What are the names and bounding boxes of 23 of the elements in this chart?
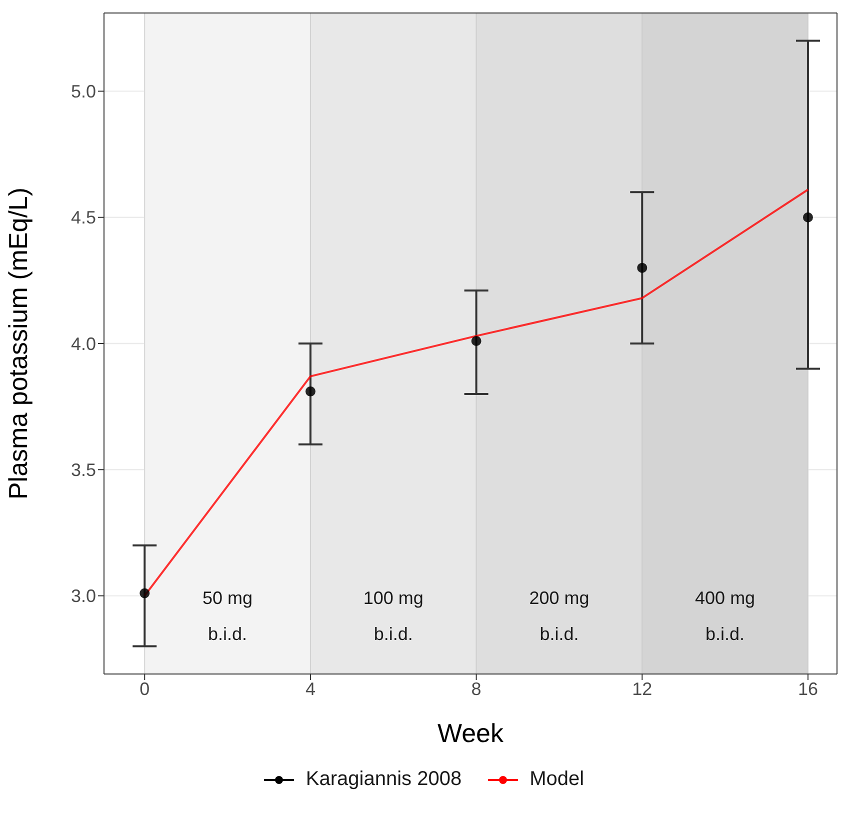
- band-label: 400 mg b.i.d.: [695, 588, 756, 644]
- x-tick-label: 0: [140, 678, 150, 699]
- legend-label: Model: [530, 768, 584, 791]
- band-label: 100 mg b.i.d.: [363, 588, 424, 644]
- point: [471, 336, 482, 346]
- y-tick-label: 4.5: [70, 208, 96, 228]
- x-tick-label: 8: [471, 678, 482, 699]
- legend-label: Karagiannis 2008: [306, 768, 462, 791]
- x-tick-label: 16: [798, 678, 818, 699]
- y-axis-title: Plasma potassium (mEq/L): [3, 187, 34, 500]
- y-tick-label: 5.0: [70, 82, 96, 102]
- point: [305, 386, 316, 396]
- x-tick-label: 4: [305, 678, 316, 699]
- x-tick-label: 12: [632, 678, 652, 699]
- band-label: 200 mg b.i.d.: [529, 588, 590, 644]
- point: [637, 262, 648, 273]
- x-axis-title: Week: [438, 718, 504, 748]
- y-tick-label: 3.0: [70, 586, 96, 606]
- y-tick-label: 3.5: [70, 460, 96, 480]
- point: [802, 212, 813, 222]
- band-label: 50 mg b.i.d.: [202, 588, 253, 644]
- y-tick-label: 4.0: [70, 334, 96, 354]
- point: [140, 588, 150, 598]
